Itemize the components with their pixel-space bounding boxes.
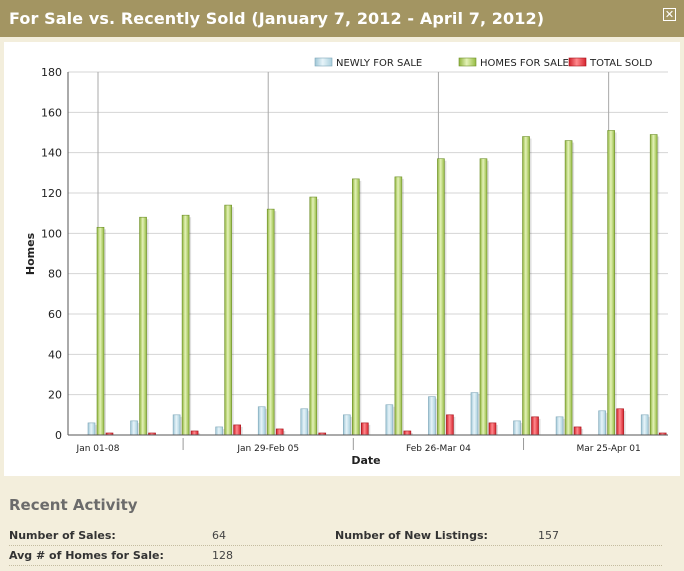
newly-for-sale-bar <box>172 414 181 436</box>
newly-for-sale-bar <box>513 420 521 436</box>
newly-for-sale-bar <box>87 422 96 436</box>
homes-for-sale-bar <box>181 214 190 436</box>
homes-for-sale-bar <box>309 196 318 436</box>
y-tick-label: 0 <box>55 429 62 442</box>
homes-for-sale-bar <box>139 216 147 436</box>
window-title: For Sale vs. Recently Sold (January 7, 2… <box>9 9 545 28</box>
homes-for-sale-bar <box>607 130 615 436</box>
x-axis-title: Date <box>351 454 380 467</box>
homes-for-sale-bar <box>649 134 658 436</box>
y-tick-label: 80 <box>48 268 62 281</box>
homes-for-sale-bar <box>224 204 232 436</box>
total-sold-bar <box>488 422 497 436</box>
avg-homes-label: Avg # of Homes for Sale: <box>9 549 164 562</box>
total-sold-bar <box>531 416 539 436</box>
homes-for-sale-bar <box>96 226 105 436</box>
y-tick-label: 160 <box>41 106 62 119</box>
legend-swatch <box>458 57 477 67</box>
newly-for-sale-bar <box>470 392 479 436</box>
new-listings-value: 157 <box>538 529 559 542</box>
total-sold-bar <box>275 428 284 436</box>
x-tick-label: Feb 26-Mar 04 <box>406 444 471 454</box>
total-sold-bar <box>190 430 199 436</box>
recent-activity-panel: Recent Activity Number of Sales: 64 Numb… <box>4 487 680 571</box>
legend-swatch <box>314 57 333 67</box>
bar-chart: 0 20 40 60 80 100 120 140 160 180 Jan 01-08 Jan 29-… <box>24 57 669 467</box>
legend-label: TOTAL SOLD <box>589 58 653 69</box>
chart-panel: 0 20 40 60 80 100 120 140 160 180 Jan 01-08 Jan 29-… <box>4 42 680 476</box>
newly-for-sale-bar <box>428 396 436 436</box>
newly-for-sale-bar <box>300 408 309 436</box>
x-tick-label: Jan 29-Feb 05 <box>236 444 299 454</box>
total-sold-bar <box>573 426 582 436</box>
homes-for-sale-bar <box>352 178 360 436</box>
y-axis-title: Homes <box>24 232 37 275</box>
new-listings-label: Number of New Listings: <box>335 529 488 542</box>
title-bar: For Sale vs. Recently Sold (January 7, 2… <box>0 0 684 37</box>
x-tick-label: Jan 01-08 <box>76 444 120 454</box>
avg-homes-value: 128 <box>212 549 233 562</box>
y-tick-label: 100 <box>41 227 62 240</box>
y-tick-label: 60 <box>48 308 62 321</box>
newly-for-sale-bar <box>130 420 138 436</box>
newly-for-sale-bar <box>343 414 351 436</box>
stats-row-2: Avg # of Homes for Sale: 128 <box>9 547 662 566</box>
newly-for-sale-bar <box>640 414 649 436</box>
total-sold-bar <box>403 430 412 436</box>
number-of-sales-label: Number of Sales: <box>9 529 116 542</box>
newly-for-sale-bar <box>215 426 223 436</box>
y-tick-label: 20 <box>48 389 62 402</box>
homes-for-sale-bar <box>479 158 488 436</box>
total-sold-bar <box>616 408 624 436</box>
homes-for-sale-bar <box>394 176 403 436</box>
total-sold-bar <box>233 424 241 436</box>
x-tick-label: Mar 25-Apr 01 <box>577 444 641 454</box>
close-icon[interactable]: ✕ <box>663 8 676 21</box>
homes-for-sale-bar <box>522 136 530 436</box>
legend-label: HOMES FOR SALE <box>480 58 569 69</box>
homes-for-sale-bar <box>266 208 275 436</box>
recent-activity-title: Recent Activity <box>9 496 138 514</box>
homes-for-sale-bar <box>564 140 573 436</box>
y-tick-label: 140 <box>41 147 62 160</box>
y-tick-label: 180 <box>41 66 62 79</box>
stats-row-1: Number of Sales: 64 Number of New Listin… <box>9 527 662 546</box>
number-of-sales-value: 64 <box>212 529 226 542</box>
total-sold-bar <box>361 422 369 436</box>
y-tick-label: 40 <box>48 348 62 361</box>
newly-for-sale-bar <box>257 406 266 436</box>
homes-for-sale-bar <box>437 158 445 436</box>
legend-label: NEWLY FOR SALE <box>336 58 422 69</box>
newly-for-sale-bar <box>555 416 564 436</box>
y-tick-label: 120 <box>41 187 62 200</box>
newly-for-sale-bar <box>598 410 606 436</box>
legend-swatch <box>568 57 587 67</box>
total-sold-bar <box>446 414 454 436</box>
newly-for-sale-bar <box>385 404 394 436</box>
